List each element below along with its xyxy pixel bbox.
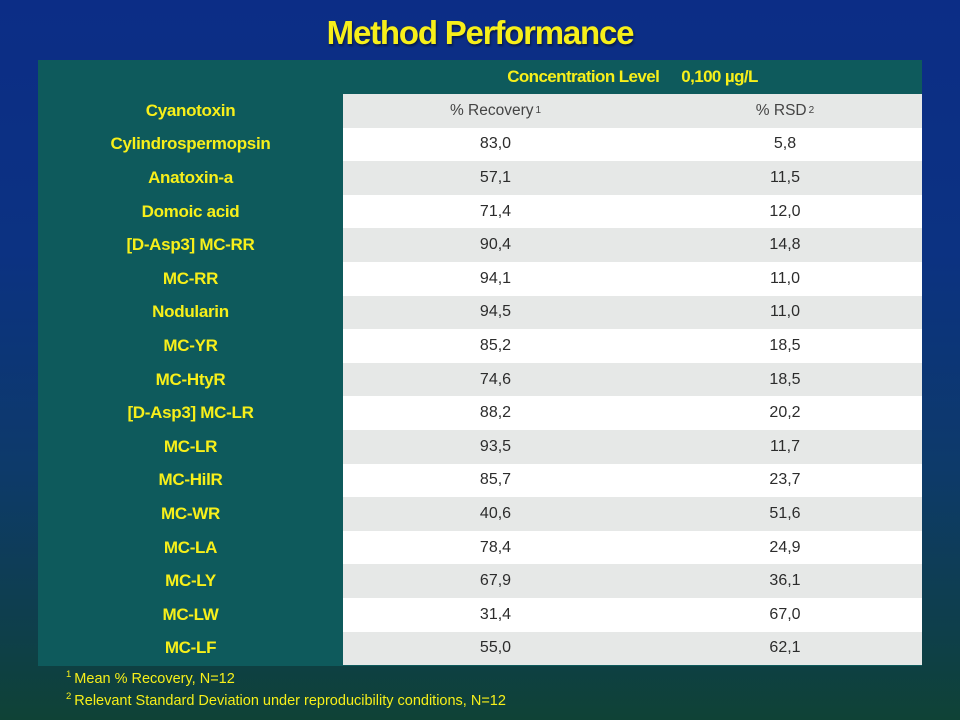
row-cells: 83,0 5,8 <box>343 127 922 162</box>
recovery-value: 94,5 <box>479 303 512 321</box>
rsd-value: 11,5 <box>770 168 800 186</box>
header-recovery-label: % Recovery <box>449 101 534 119</box>
table-row: MC-YR 85,2 18,5 <box>38 329 922 363</box>
rsd-value: 24,9 <box>769 538 801 556</box>
rsd-value: 18,5 <box>769 336 801 354</box>
cyanotoxin-name: MC-LA <box>163 537 218 557</box>
recovery-value: 94,1 <box>479 269 512 287</box>
table-row: Domoic acid 71,4 12,0 <box>38 194 922 229</box>
footnote-2: 2 Relevant Standard Deviation under repro… <box>66 690 506 712</box>
table-header-row: Cyanotoxin % Recovery 1 % RSD 2 <box>38 94 922 128</box>
table-row: MC-HilR 85,7 23,7 <box>38 463 922 498</box>
row-cells: 88,2 20,2 <box>343 396 922 430</box>
rsd-value: 36,1 <box>769 572 801 590</box>
table-row: [D-Asp3] MC-RR 90,4 14,8 <box>38 228 922 262</box>
recovery-value: 55,0 <box>479 639 512 657</box>
row-cells: 55,0 62,1 <box>343 631 922 666</box>
row-cells: 71,4 12,0 <box>343 194 922 229</box>
header-cyanotoxin: Cyanotoxin <box>145 100 236 120</box>
cyanotoxin-name: MC-HilR <box>158 470 223 490</box>
table-row: MC-WR 40,6 51,6 <box>38 497 922 531</box>
recovery-value: 85,2 <box>479 336 512 354</box>
row-cells: 40,6 51,6 <box>343 497 922 531</box>
header-rsd-label: % RSD <box>755 101 807 119</box>
recovery-value: 67,9 <box>479 572 512 590</box>
footnote-2-text: Relevant Standard Deviation under reprod… <box>74 693 506 709</box>
rsd-value: 11,7 <box>770 437 800 455</box>
cyanotoxin-name: MC-LY <box>165 571 216 591</box>
rsd-value: 67,0 <box>769 605 801 623</box>
row-cells: 31,4 67,0 <box>343 598 922 632</box>
rsd-value: 20,2 <box>769 404 801 422</box>
rsd-value: 11,0 <box>770 269 800 287</box>
footnote-1-ref: 1 <box>66 669 72 681</box>
cyanotoxin-name: MC-YR <box>163 335 218 355</box>
rsd-value: 62,1 <box>769 639 801 657</box>
table-row: Nodularin 94,5 11,0 <box>38 295 922 330</box>
cyanotoxin-name: Domoic acid <box>141 201 240 221</box>
table-row: Cylindrospermopsin 83,0 5,8 <box>38 127 922 162</box>
table-row: MC-HtyR 74,6 18,5 <box>38 362 922 397</box>
table-row: [D-Asp3] MC-LR 88,2 20,2 <box>38 396 922 430</box>
cyanotoxin-name: MC-LW <box>162 604 219 624</box>
table-row: MC-LR 93,5 11,7 <box>38 430 922 464</box>
recovery-value: 90,4 <box>479 236 512 254</box>
recovery-value: 93,5 <box>479 437 512 455</box>
cyanotoxin-name: Nodularin <box>152 302 229 322</box>
rsd-value: 5,8 <box>773 135 797 153</box>
row-cells: 74,6 18,5 <box>343 362 922 397</box>
concentration-level: Concentration Level 0,100 µg/L <box>343 60 922 94</box>
row-cells: 94,1 11,0 <box>343 262 922 296</box>
cyanotoxin-name: Anatoxin-a <box>148 167 233 187</box>
footnote-2-ref: 2 <box>66 691 72 703</box>
table-row: MC-LW 31,4 67,0 <box>38 598 922 632</box>
footnote-1-text: Mean % Recovery, N=12 <box>74 671 235 687</box>
cyanotoxin-name: MC-LR <box>163 436 218 456</box>
recovery-value: 88,2 <box>479 404 512 422</box>
recovery-value: 57,1 <box>479 168 512 186</box>
cyanotoxin-name: MC-LF <box>164 638 217 658</box>
cyanotoxin-name: [D-Asp3] MC-RR <box>126 235 255 255</box>
recovery-value: 83,0 <box>479 135 512 153</box>
slide-title: Method Performance <box>326 14 635 51</box>
row-cells: 57,1 11,5 <box>343 161 922 195</box>
recovery-value: 40,6 <box>479 504 512 522</box>
rsd-value: 23,7 <box>769 471 801 489</box>
table-row: MC-LA 78,4 24,9 <box>38 530 922 565</box>
rsd-value: 14,8 <box>769 236 801 254</box>
concentration-label: Concentration Level <box>507 67 660 86</box>
cyanotoxin-name: MC-RR <box>162 268 219 288</box>
rsd-value: 51,6 <box>769 504 801 522</box>
recovery-value: 71,4 <box>479 202 512 220</box>
table-row: MC-LY 67,9 36,1 <box>38 564 922 598</box>
rsd-value: 18,5 <box>769 370 801 388</box>
row-cells: 85,2 18,5 <box>343 329 922 363</box>
footnote-1: 1 Mean % Recovery, N=12 <box>66 668 506 690</box>
table-row: Anatoxin-a 57,1 11,5 <box>38 161 922 195</box>
table-row: MC-RR 94,1 11,0 <box>38 262 922 296</box>
recovery-value: 74,6 <box>479 370 512 388</box>
rsd-value: 12,0 <box>769 202 801 220</box>
row-cells: 93,5 11,7 <box>343 430 922 464</box>
cyanotoxin-name: MC-WR <box>161 503 220 523</box>
table-row: MC-LF 55,0 62,1 <box>38 631 922 666</box>
header-recovery: % Recovery 1 <box>449 101 542 119</box>
recovery-value: 85,7 <box>479 471 512 489</box>
recovery-value: 31,4 <box>479 605 512 623</box>
row-cells: 85,7 23,7 <box>343 463 922 498</box>
recovery-value: 78,4 <box>479 538 512 556</box>
row-cells: 90,4 14,8 <box>343 228 922 262</box>
row-cells: 94,5 11,0 <box>343 295 922 330</box>
cyanotoxin-name: MC-HtyR <box>155 369 226 389</box>
concentration-value: 0,100 µg/L <box>681 67 758 86</box>
rsd-value: 11,0 <box>770 303 800 321</box>
row-cells: 78,4 24,9 <box>343 530 922 565</box>
cyanotoxin-name: [D-Asp3] MC-LR <box>127 403 254 423</box>
footnotes: 1 Mean % Recovery, N=12 2 Relevant Standar… <box>66 668 506 712</box>
header-rsd: % RSD 2 <box>755 101 815 119</box>
cyanotoxin-name: Cylindrospermopsin <box>110 134 271 154</box>
row-cells: 67,9 36,1 <box>343 564 922 598</box>
header-cells: % Recovery 1 % RSD 2 <box>343 94 922 128</box>
